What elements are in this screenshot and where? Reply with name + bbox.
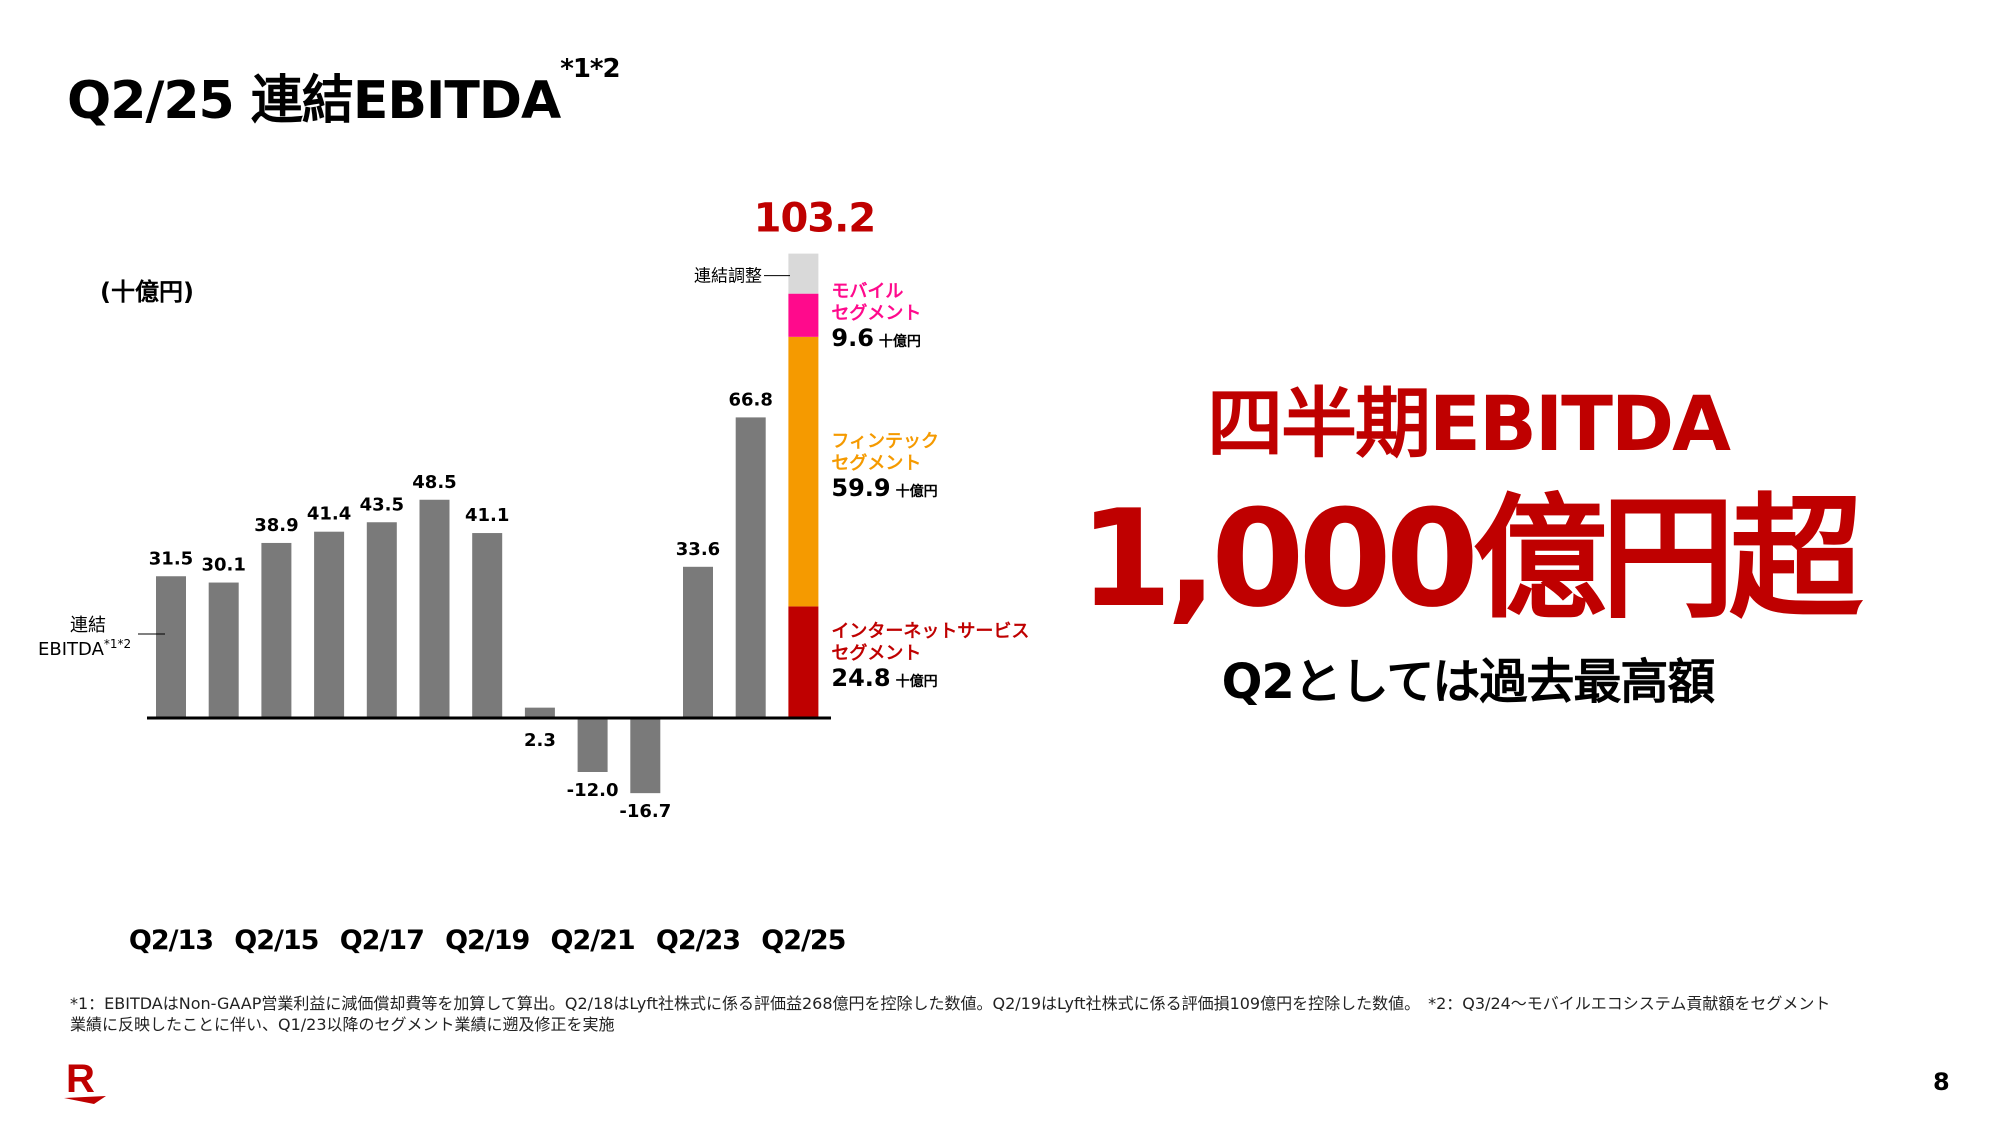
bar [683,566,713,718]
bar [261,542,292,718]
bar-value-label: 31.5 [149,548,193,569]
title-text: Q2/25 連結EBITDA [67,71,561,131]
adjustment-label: 連結調整 [694,267,762,287]
bar [366,522,397,718]
ebitda-bar-chart: 31.5 Q2/13 30.1 38.9 Q2/15 41.4 43.5 Q2/17 48.5 4… [38,196,1029,956]
footnotes: *1：EBITDAはNon-GAAP営業利益に減価償却費等を加算して算出。Q2/… [70,993,1950,1035]
bar-value-label: 66.8 [728,389,772,410]
page-number: 8 [1933,1068,1950,1096]
bar-value-label: 33.6 [676,539,720,560]
footnote-line: 業績に反映したことに伴い、Q1/23以降のセグメント業績に遡及修正を実施 [70,1015,615,1034]
bar-value-label: 41.4 [307,504,351,525]
bar [524,707,555,718]
segment-value-internet: 24.8 [831,664,890,692]
rakuten-logo: R [64,1057,106,1104]
segment-name-internet: インターネットサービス [831,621,1029,642]
x-tick-label: Q2/13 [129,925,213,956]
segment-unit-fintech: 十億円 [896,483,938,500]
segment-value-mobile: 9.6 [831,324,874,352]
series-label-footnote-mark: *1*2 [104,637,131,651]
bar [208,582,239,718]
x-tick-label: Q2/15 [234,925,318,956]
x-tick-label: Q2/21 [551,925,635,956]
bar [735,417,766,718]
headline-quarterly-ebitda: 四半期EBITDA [1207,379,1731,468]
segment-name-fintech: セグメント [831,452,921,474]
segment-unit-mobile: 十億円 [879,333,921,350]
stack-segment-mobile [788,293,819,337]
segment-name-fintech: フィンテック [831,431,939,452]
bar [156,576,186,718]
bar [577,718,608,772]
bar [419,499,450,718]
bar-value-label: -16.7 [619,801,671,822]
bar [630,718,661,794]
unit-label: (十億円) [100,278,194,306]
bar-value-label: 43.5 [360,494,404,515]
total-value-label: 103.2 [754,196,876,242]
footnote-line: *1：EBITDAはNon-GAAP営業利益に減価償却費等を加算して算出。Q2/… [70,994,1831,1013]
segment-name-mobile: モバイル [831,281,903,302]
bar-value-label: 41.1 [465,505,509,526]
x-tick-label: Q2/25 [761,925,845,956]
stack-segment-internet [788,606,819,718]
headline-record-note: Q2としては過去最高額 [1221,654,1716,710]
segment-name-mobile: セグメント [831,302,921,324]
page-title: Q2/25 連結EBITDA*1*2 [67,54,621,133]
x-tick-label: Q2/19 [445,925,529,956]
segment-name-internet: セグメント [831,642,921,664]
x-tick-label: Q2/23 [656,925,740,956]
x-tick-label: Q2/17 [340,925,424,956]
series-label: 連結 [70,615,106,636]
bar-value-label: -12.0 [567,780,619,801]
bar-value-label: 38.9 [254,515,298,536]
stack-segment-adjustment [788,253,819,294]
segment-value-fintech: 59.9 [831,474,890,502]
segment-unit-internet: 十億円 [896,673,938,690]
stack-segment-fintech [788,336,819,607]
svg-text:R: R [66,1057,95,1101]
bar-value-label: 2.3 [524,730,556,751]
bar-value-label: 48.5 [412,472,456,493]
bar-value-label: 30.1 [201,555,245,576]
headline-amount: 1,000億円超 [1079,481,1863,637]
series-label-ebitda: EBITDA [38,639,105,660]
title-footnote-mark: *1*2 [560,54,620,84]
bar [314,531,345,718]
bar [472,533,503,718]
